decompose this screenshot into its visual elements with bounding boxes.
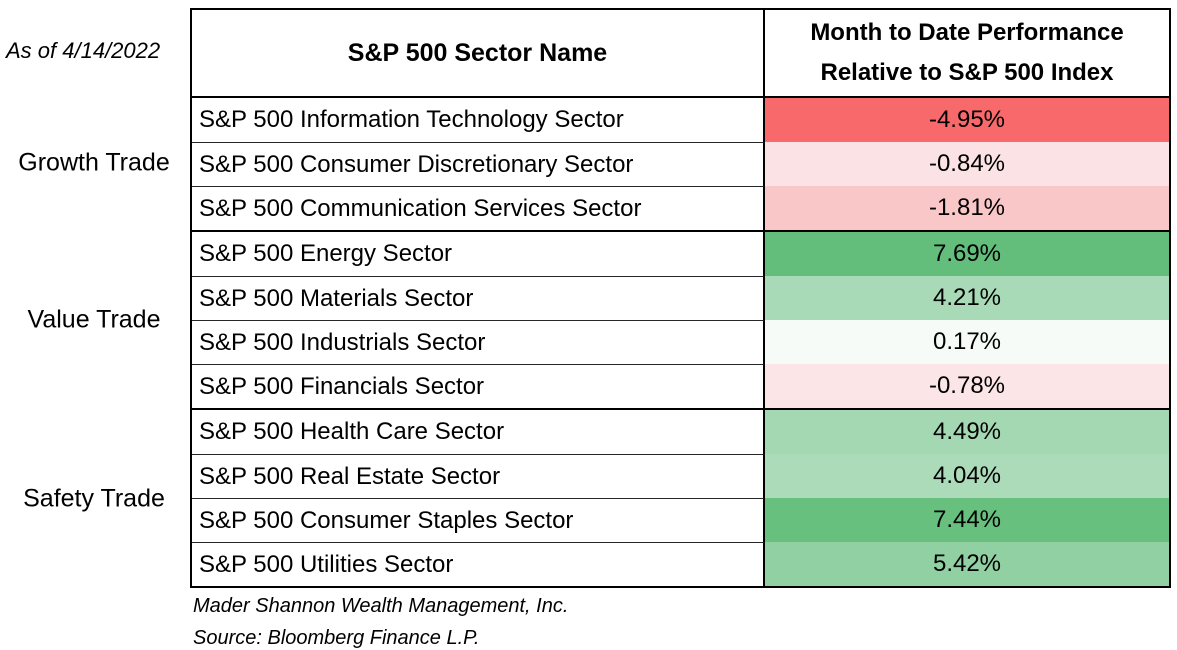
sector-name-cell: S&P 500 Materials Sector — [192, 276, 765, 320]
sector-name-cell: S&P 500 Health Care Sector — [192, 410, 765, 454]
table-row: S&P 500 Utilities Sector 5.42% — [192, 542, 1169, 586]
performance-value-cell: 7.44% — [765, 498, 1169, 542]
performance-value-cell: -1.81% — [765, 186, 1169, 230]
group-label-value-trade: Value Trade — [27, 305, 161, 334]
table-row: S&P 500 Consumer Discretionary Sector -0… — [192, 142, 1169, 186]
sector-name-header: S&P 500 Sector Name — [192, 10, 765, 96]
footnote-source: Source: Bloomberg Finance L.P. — [193, 627, 480, 649]
performance-value-cell: -4.95% — [765, 98, 1169, 142]
sector-name-cell: S&P 500 Information Technology Sector — [192, 98, 765, 142]
table-row: S&P 500 Consumer Staples Sector 7.44% — [192, 498, 1169, 542]
row-group-growth-trade: S&P 500 Information Technology Sector -4… — [192, 98, 1169, 232]
sector-name-cell: S&P 500 Energy Sector — [192, 232, 765, 276]
group-label-growth-trade: Growth Trade — [18, 148, 170, 177]
table-row: S&P 500 Industrials Sector 0.17% — [192, 320, 1169, 364]
sector-performance-table: S&P 500 Sector Name Month to Date Perfor… — [190, 8, 1171, 588]
sector-name-cell: S&P 500 Financials Sector — [192, 364, 765, 408]
group-label-safety-trade: Safety Trade — [23, 484, 165, 513]
sector-name-cell: S&P 500 Consumer Discretionary Sector — [192, 142, 765, 186]
row-group-safety-trade: S&P 500 Health Care Sector 4.49% S&P 500… — [192, 410, 1169, 586]
table-row: S&P 500 Materials Sector 4.21% — [192, 276, 1169, 320]
sector-name-cell: S&P 500 Industrials Sector — [192, 320, 765, 364]
table-header-row: S&P 500 Sector Name Month to Date Perfor… — [192, 10, 1169, 98]
table-row: S&P 500 Health Care Sector 4.49% — [192, 410, 1169, 454]
performance-value-cell: 4.21% — [765, 276, 1169, 320]
table-row: S&P 500 Communication Services Sector -1… — [192, 186, 1169, 230]
performance-value-cell: 0.17% — [765, 320, 1169, 364]
performance-header: Month to Date Performance Relative to S&… — [765, 10, 1169, 96]
table-row: S&P 500 Energy Sector 7.69% — [192, 232, 1169, 276]
table-row: S&P 500 Financials Sector -0.78% — [192, 364, 1169, 408]
sector-name-cell: S&P 500 Consumer Staples Sector — [192, 498, 765, 542]
row-group-value-trade: S&P 500 Energy Sector 7.69% S&P 500 Mate… — [192, 232, 1169, 410]
performance-value-cell: -0.84% — [765, 142, 1169, 186]
as-of-date: As of 4/14/2022 — [6, 38, 161, 63]
table-row: S&P 500 Information Technology Sector -4… — [192, 98, 1169, 142]
performance-header-line1: Month to Date Performance — [810, 19, 1124, 47]
table-row: S&P 500 Real Estate Sector 4.04% — [192, 454, 1169, 498]
sector-name-cell: S&P 500 Real Estate Sector — [192, 454, 765, 498]
performance-value-cell: 4.04% — [765, 454, 1169, 498]
performance-value-cell: 5.42% — [765, 542, 1169, 586]
sector-name-cell: S&P 500 Communication Services Sector — [192, 186, 765, 230]
footnote-company: Mader Shannon Wealth Management, Inc. — [193, 595, 569, 617]
table-body: S&P 500 Information Technology Sector -4… — [192, 98, 1169, 586]
performance-header-line2: Relative to S&P 500 Index — [820, 59, 1114, 86]
performance-value-cell: 4.49% — [765, 410, 1169, 454]
performance-value-cell: -0.78% — [765, 364, 1169, 408]
sector-name-cell: S&P 500 Utilities Sector — [192, 542, 765, 586]
performance-value-cell: 7.69% — [765, 232, 1169, 276]
